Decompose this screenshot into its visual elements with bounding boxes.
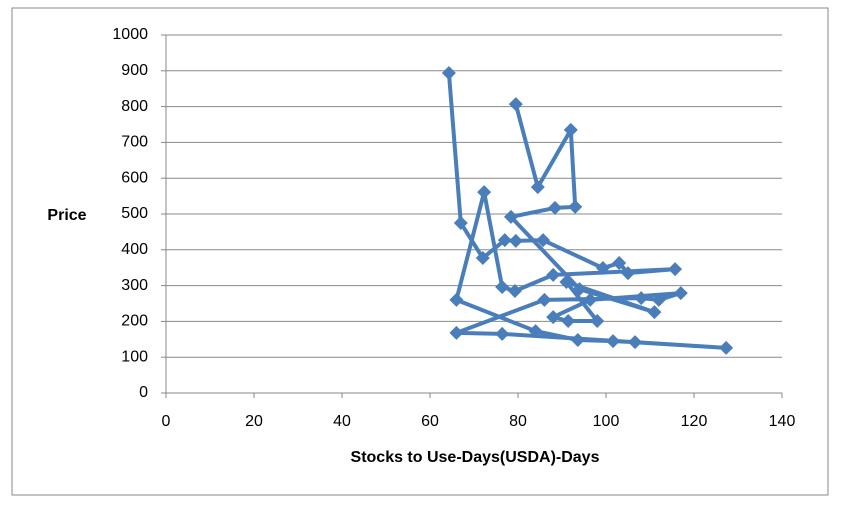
chart-border — [11, 7, 829, 496]
y-tick-label: 0 — [139, 384, 148, 401]
marker — [595, 261, 610, 276]
y-tick-label: 1000 — [112, 26, 148, 43]
marker — [547, 200, 562, 215]
marker — [621, 266, 635, 281]
marker — [647, 305, 662, 320]
marker — [475, 251, 490, 266]
y-tick-label: 400 — [121, 241, 148, 258]
y-tick-label: 900 — [121, 62, 148, 79]
marker — [546, 267, 561, 282]
marker — [441, 65, 456, 80]
y-tick-label: 200 — [121, 313, 148, 330]
x-tick-label: 80 — [509, 413, 527, 430]
marker — [628, 335, 643, 350]
x-tick-label: 20 — [245, 413, 263, 430]
marker — [673, 286, 688, 301]
marker — [651, 292, 666, 307]
marker — [453, 215, 468, 230]
x-axis-title: Stocks to Use-Days(USDA)-Days — [351, 449, 600, 466]
y-tick-label: 100 — [121, 348, 148, 365]
y-axis-title: Price — [47, 207, 86, 224]
marker — [508, 97, 523, 112]
marker — [668, 262, 683, 277]
marker — [606, 334, 621, 349]
marker — [546, 310, 561, 325]
marker — [507, 283, 522, 298]
marker — [495, 280, 510, 295]
x-tick-label: 0 — [162, 413, 171, 430]
x-tick-label: 120 — [681, 413, 708, 430]
marker — [495, 326, 510, 341]
marker — [508, 233, 523, 248]
marker — [503, 209, 518, 224]
marker — [568, 199, 583, 214]
marker — [477, 185, 492, 200]
x-tick-label: 40 — [333, 413, 351, 430]
x-tick-label: 140 — [769, 413, 796, 430]
x-tick-label: 60 — [421, 413, 439, 430]
marker — [449, 292, 464, 307]
marker — [570, 333, 585, 348]
marker — [561, 314, 576, 329]
marker — [536, 233, 551, 248]
marker — [590, 314, 605, 329]
marker — [572, 282, 587, 297]
x-tick-label: 100 — [593, 413, 620, 430]
y-tick-label: 600 — [121, 169, 148, 186]
y-tick-label: 300 — [121, 277, 148, 294]
marker — [530, 180, 545, 195]
marker — [559, 275, 574, 290]
marker — [528, 324, 543, 339]
marker — [497, 233, 512, 248]
y-tick-label: 500 — [121, 205, 148, 222]
marker — [583, 292, 598, 307]
marker — [449, 325, 464, 340]
marker — [563, 122, 578, 137]
marker — [612, 256, 627, 271]
marker — [719, 340, 734, 355]
y-tick-label: 800 — [121, 98, 148, 115]
marker — [634, 291, 649, 306]
y-tick-label: 700 — [121, 134, 148, 151]
marker — [537, 292, 552, 307]
